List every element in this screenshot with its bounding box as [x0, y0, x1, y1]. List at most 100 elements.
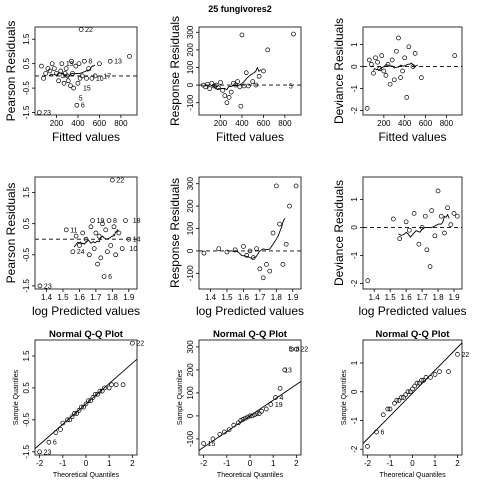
y-tick-label: -2	[350, 279, 359, 287]
data-point	[96, 233, 102, 239]
data-point	[58, 427, 63, 432]
data-point	[201, 250, 207, 256]
data-point	[36, 110, 42, 115]
y-tick-label: -100	[186, 265, 195, 282]
data-point	[446, 369, 451, 374]
data-point	[73, 233, 79, 239]
data-point	[216, 246, 222, 252]
data-point	[70, 249, 76, 255]
plot-frame	[362, 339, 463, 456]
data-point	[239, 32, 245, 38]
data-point	[432, 372, 438, 377]
x-tick-label: 1	[271, 459, 276, 468]
data-point	[240, 417, 246, 422]
data-point	[387, 81, 393, 87]
smoother-curve	[229, 218, 286, 259]
data-point	[82, 58, 87, 64]
data-point	[74, 102, 80, 108]
data-point	[396, 398, 402, 403]
data-point	[416, 380, 422, 386]
point-label: 8	[296, 347, 300, 354]
y-axis-label: Pearson Residuals	[4, 183, 18, 284]
y-axis-label: Sample Quantiles	[177, 369, 184, 425]
data-point	[83, 401, 89, 407]
data-point	[398, 395, 404, 400]
y-tick-label: 1.5	[22, 33, 31, 45]
data-point	[217, 431, 223, 437]
y-tick-label: -1.5	[22, 278, 31, 292]
y-tick-label: 200	[186, 43, 195, 57]
data-point	[451, 211, 457, 216]
data-point	[120, 382, 126, 388]
data-point	[366, 57, 372, 63]
plot-frame	[34, 26, 138, 116]
data-point	[247, 413, 253, 419]
data-point	[406, 227, 412, 233]
data-point	[108, 243, 114, 248]
data-point	[98, 255, 104, 261]
data-point	[405, 389, 411, 395]
x-tick-label: 800	[278, 119, 292, 128]
point-label: 6	[53, 440, 57, 447]
data-point	[403, 392, 409, 397]
data-point	[371, 70, 376, 76]
y-tick-label: -100	[186, 430, 195, 447]
data-point	[424, 247, 430, 253]
data-point	[393, 48, 399, 54]
data-point	[391, 77, 397, 83]
data-point	[99, 388, 105, 394]
panel-title: Normal Q-Q Plot	[49, 329, 124, 340]
data-point	[90, 218, 95, 223]
data-point	[63, 227, 69, 233]
y-tick-label: -0.5	[22, 247, 31, 261]
x-tick-label: 1.9	[287, 293, 299, 302]
x-tick-label: 400	[398, 119, 412, 128]
x-tick-label: 1.9	[448, 293, 460, 302]
data-point	[374, 429, 379, 435]
panel-response-vs-fitted: 200 400 600 800 -100 0 100 200 300 Fitted values R…	[168, 16, 302, 144]
x-tick-label: 1.5	[385, 293, 397, 302]
x-tick-label: -1	[386, 459, 394, 468]
x-tick-label: 1.8	[107, 293, 119, 302]
y-tick-label: 200	[186, 363, 195, 377]
data-point	[97, 61, 102, 67]
data-point	[78, 27, 84, 32]
x-tick-label: 0	[410, 459, 415, 468]
data-point	[61, 80, 67, 86]
data-point	[252, 412, 257, 418]
data-point	[452, 53, 458, 58]
smoother-curve	[398, 213, 450, 238]
point-label: 6	[381, 430, 385, 437]
data-point	[77, 75, 83, 81]
data-point	[100, 221, 105, 227]
point-label: 10	[96, 76, 104, 83]
data-point	[69, 58, 74, 64]
data-point	[95, 261, 100, 267]
point-label: 10	[129, 246, 137, 253]
data-point	[231, 422, 237, 428]
data-point	[268, 402, 274, 407]
x-axis-label: Theoretical Quantiles	[379, 472, 446, 479]
data-point	[411, 211, 417, 216]
point-label: 5	[289, 347, 293, 354]
data-point	[263, 406, 269, 412]
data-point	[90, 395, 96, 400]
data-point	[88, 398, 93, 404]
point-label: 17	[103, 73, 111, 80]
data-point	[438, 213, 444, 219]
x-tick-label: 600	[93, 119, 107, 128]
data-point	[45, 66, 51, 71]
data-point	[72, 411, 77, 416]
panel-pearson-vs-fitted: 200 400 600 800 -1.5 -0.5 0.5 1.5 Fitted values P…	[4, 21, 138, 144]
data-point	[390, 216, 396, 222]
data-point	[385, 406, 391, 412]
y-axis-label: Deviance Residuals	[332, 180, 346, 286]
x-axis-label: Theoretical Quantiles	[53, 472, 120, 479]
x-tick-label: 1.7	[254, 293, 266, 302]
data-point	[260, 275, 266, 281]
data-point	[47, 68, 53, 74]
data-point	[58, 68, 64, 74]
point-label: 22	[116, 178, 124, 185]
y-tick-label: 300	[186, 177, 195, 191]
